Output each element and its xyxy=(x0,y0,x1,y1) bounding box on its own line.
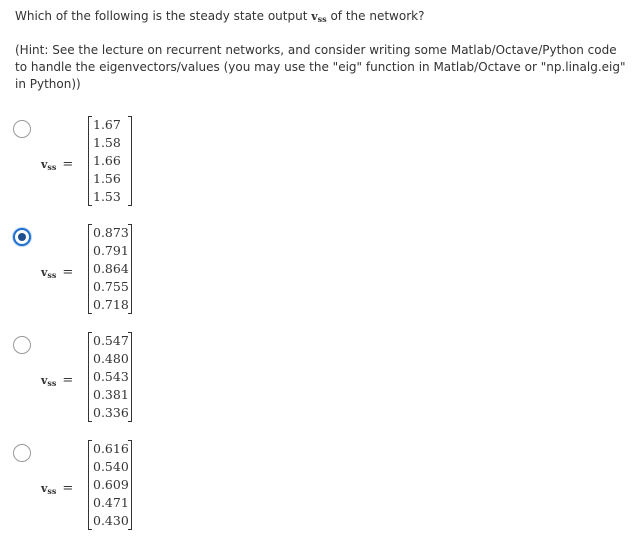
matrix-cell: 1.66 xyxy=(93,153,121,168)
right-bracket xyxy=(128,440,132,530)
left-bracket xyxy=(88,224,92,314)
question-vss-symbol: vss xyxy=(311,10,327,24)
question-vss-subscript: ss xyxy=(317,14,327,24)
matrix-cell: 0.381 xyxy=(93,387,129,402)
question-vss-letter: v xyxy=(311,10,318,23)
matrix-cell: 0.480 xyxy=(93,351,129,366)
matrix-cell: 0.609 xyxy=(93,477,129,492)
left-bracket xyxy=(88,440,92,530)
radio-button-option-4[interactable] xyxy=(13,444,31,462)
vector-matrix: 0.616 0.540 0.609 0.471 0.430 xyxy=(88,440,132,530)
answer-option-2[interactable]: vss = 0.873 0.791 0.864 0.755 0.718 xyxy=(0,224,639,328)
radio-button-option-2[interactable] xyxy=(13,228,31,246)
question-prefix: Which of the following is the steady sta… xyxy=(15,9,312,23)
right-bracket xyxy=(128,116,132,206)
matrix-cell: 0.547 xyxy=(93,333,129,348)
matrix-cells: 0.873 0.791 0.864 0.755 0.718 xyxy=(93,224,129,314)
right-bracket xyxy=(128,332,132,422)
vss-label: vss = xyxy=(41,265,73,280)
right-bracket xyxy=(128,224,132,314)
vector-matrix: 0.547 0.480 0.543 0.381 0.336 xyxy=(88,332,132,422)
vector-matrix: 0.873 0.791 0.864 0.755 0.718 xyxy=(88,224,132,314)
matrix-cell: 0.616 xyxy=(93,441,129,456)
vector-matrix: 1.67 1.58 1.66 1.56 1.53 xyxy=(88,116,132,206)
matrix-cell: 0.873 xyxy=(93,225,129,240)
matrix-cell: 0.430 xyxy=(93,513,129,528)
matrix-cell: 0.540 xyxy=(93,459,129,474)
vss-subscript: ss xyxy=(47,486,57,496)
matrix-cells: 0.547 0.480 0.543 0.381 0.336 xyxy=(93,332,129,422)
matrix-cell: 0.755 xyxy=(93,279,129,294)
radio-button-option-1[interactable] xyxy=(13,120,31,138)
vss-letter: v xyxy=(41,482,48,495)
matrix-cell: 0.543 xyxy=(93,369,129,384)
matrix-cell: 1.56 xyxy=(93,171,121,186)
matrix-cells: 1.67 1.58 1.66 1.56 1.53 xyxy=(93,116,121,206)
matrix-cell: 0.791 xyxy=(93,243,129,258)
vss-subscript: ss xyxy=(47,378,57,388)
equals-sign: = xyxy=(62,373,74,388)
equals-sign: = xyxy=(62,157,74,172)
matrix-cell: 0.864 xyxy=(93,261,129,276)
vss-label: vss = xyxy=(41,373,73,388)
matrix-cell: 0.471 xyxy=(93,495,129,510)
matrix-cell: 0.718 xyxy=(93,297,129,312)
radio-dot xyxy=(18,233,26,241)
vss-letter: v xyxy=(41,374,48,387)
vss-letter: v xyxy=(41,158,48,171)
radio-button-option-3[interactable] xyxy=(13,336,31,354)
vss-label: vss = xyxy=(41,481,73,496)
question-text: Which of the following is the steady sta… xyxy=(15,8,424,27)
matrix-cell: 1.67 xyxy=(93,117,121,132)
answer-option-4[interactable]: vss = 0.616 0.540 0.609 0.471 0.430 xyxy=(0,440,639,544)
left-bracket xyxy=(88,332,92,422)
vss-subscript: ss xyxy=(47,270,57,280)
matrix-cell: 0.336 xyxy=(93,405,129,420)
question-suffix: of the network? xyxy=(326,9,425,23)
matrix-cell: 1.53 xyxy=(93,189,121,204)
equals-sign: = xyxy=(62,481,74,496)
equals-sign: = xyxy=(62,265,74,280)
answer-option-1[interactable]: vss = 1.67 1.58 1.66 1.56 1.53 xyxy=(0,116,639,220)
vss-letter: v xyxy=(41,266,48,279)
vss-subscript: ss xyxy=(47,162,57,172)
answer-option-3[interactable]: vss = 0.547 0.480 0.543 0.381 0.336 xyxy=(0,332,639,436)
vss-label: vss = xyxy=(41,157,73,172)
left-bracket xyxy=(88,116,92,206)
matrix-cells: 0.616 0.540 0.609 0.471 0.430 xyxy=(93,440,129,530)
matrix-cell: 1.58 xyxy=(93,135,121,150)
hint-text: (Hint: See the lecture on recurrent netw… xyxy=(15,43,626,91)
